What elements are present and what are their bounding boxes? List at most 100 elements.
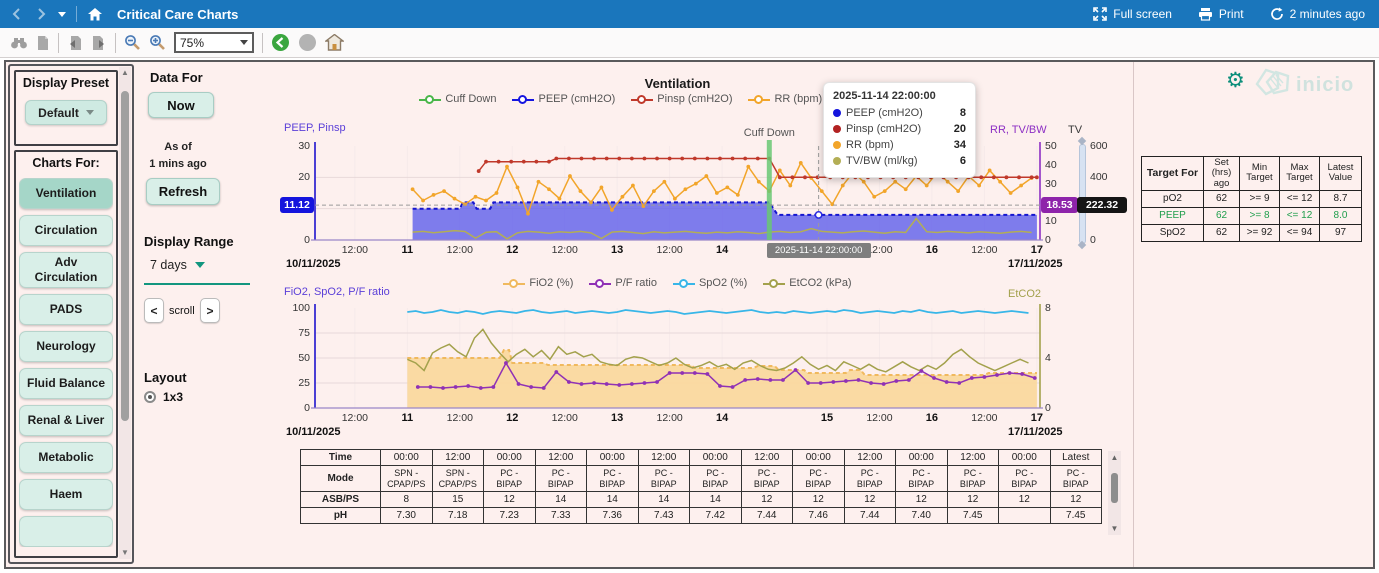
- zoom-out-button[interactable]: [124, 34, 141, 51]
- now-button[interactable]: Now: [148, 92, 214, 118]
- back-button[interactable]: [10, 7, 24, 21]
- refresh-button[interactable]: Refresh: [146, 178, 220, 205]
- bottom-table-cell: [998, 507, 1051, 524]
- bottom-table-cell: 00:00: [895, 449, 948, 466]
- sidebar-item-partial[interactable]: [19, 516, 113, 547]
- sidebar-item-haem[interactable]: Haem: [19, 479, 113, 510]
- sidebar-item-metabolic[interactable]: Metabolic: [19, 442, 113, 473]
- nav-back-button[interactable]: [271, 33, 290, 52]
- axis-tick: 17: [1030, 244, 1043, 256]
- target-table-header: Latest Value: [1319, 156, 1362, 191]
- forward-button[interactable]: [34, 7, 48, 21]
- scroll-prev-button[interactable]: <: [144, 298, 164, 323]
- range-select[interactable]: 7 days: [150, 258, 205, 272]
- bottom-table-cell: 00:00: [689, 449, 742, 466]
- scroll-up-icon[interactable]: ▲: [1110, 453, 1119, 462]
- svg-text:inicio: inicio: [1296, 74, 1354, 96]
- bottom-table-scrollbar[interactable]: ▲ ▼: [1108, 451, 1121, 535]
- tv-slider[interactable]: [1079, 144, 1086, 244]
- axis-tick: 8: [1045, 302, 1051, 314]
- next-page-button[interactable]: [91, 35, 107, 51]
- layout-radio-1x3[interactable]: [144, 391, 156, 403]
- bottom-table-cell: 12: [946, 491, 999, 508]
- left-axis-cursor-badge: 11.12: [280, 197, 314, 214]
- sidebar-item-renal-liver[interactable]: Renal & Liver: [19, 405, 113, 436]
- bottom-table-cell: SPN - CPAP/PS: [380, 465, 433, 492]
- home-nav-button[interactable]: [325, 34, 344, 51]
- tooltip-series-dot: [833, 157, 841, 165]
- page-icon: [38, 35, 48, 50]
- sidebar-item-ventilation[interactable]: Ventilation: [19, 178, 113, 209]
- legend-item[interactable]: Cuff Down: [419, 93, 496, 105]
- legend-circle: [518, 94, 528, 104]
- tooltip-row: Pinsp (cmH2O) 20: [833, 123, 966, 135]
- zoom-in-button[interactable]: [149, 34, 166, 51]
- home-button[interactable]: [87, 7, 103, 22]
- target-table-cell: >= 92: [1239, 223, 1280, 242]
- scrollbar-thumb[interactable]: [121, 91, 129, 421]
- target-table-cell: <= 12: [1279, 206, 1320, 225]
- fullscreen-icon: [1093, 7, 1108, 21]
- scrollbar-thumb[interactable]: [1111, 473, 1118, 503]
- fullscreen-button[interactable]: Full screen: [1093, 7, 1172, 21]
- preset-select[interactable]: Default: [25, 100, 107, 125]
- bottom-table-cell: 12:00: [740, 449, 793, 466]
- legend-label: Pinsp (cmH2O): [657, 93, 733, 105]
- axis-tick: 25: [298, 377, 310, 389]
- legend-item[interactable]: EtCO2 (kPa): [763, 277, 852, 289]
- find-button[interactable]: [10, 35, 28, 51]
- right-axis-label: RR, TV/BW: [990, 124, 1047, 136]
- sidebar-item-fluid-balance[interactable]: Fluid Balance: [19, 368, 113, 399]
- display-range-title: Display Range: [144, 234, 234, 249]
- axis-tick: 13: [611, 412, 624, 424]
- stop-button[interactable]: [298, 33, 317, 52]
- legend-item[interactable]: PEEP (cmH2O): [512, 93, 615, 105]
- bottom-table-cell: 7.45: [1049, 507, 1102, 524]
- tooltip-series-label: RR (bpm): [846, 139, 894, 151]
- gear-icon[interactable]: ⚙: [1226, 69, 1245, 92]
- bottom-table-cell: 00:00: [586, 449, 639, 466]
- legend-item[interactable]: Pinsp (cmH2O): [631, 93, 732, 105]
- bottom-table-cell: 12: [1049, 491, 1102, 508]
- sidebar-item-pads[interactable]: PADS: [19, 294, 113, 325]
- bottom-table-cell: 14: [689, 491, 742, 508]
- scroll-down-icon[interactable]: ▼: [1110, 524, 1119, 533]
- oxygenation-chart: 100 75 50 25 0 8 4 0 12:00 11 12:00 12 12:00 13 12:00 1…: [280, 286, 1142, 442]
- sidebar-scrollbar[interactable]: ▲ ▼: [119, 67, 131, 559]
- scroll-up-icon[interactable]: ▲: [121, 68, 129, 77]
- scroll-down-icon[interactable]: ▼: [121, 548, 129, 557]
- scroll-next-button[interactable]: >: [200, 298, 220, 323]
- tooltip-row: RR (bpm) 34: [833, 139, 966, 151]
- history-dropdown[interactable]: [58, 11, 66, 17]
- print-button[interactable]: Print: [1198, 7, 1244, 21]
- bottom-table-cell: 12:00: [843, 449, 896, 466]
- sidebar-item-adv-circulation[interactable]: Adv Circulation: [19, 252, 113, 288]
- axis-tick: 12: [506, 244, 519, 256]
- legend-item[interactable]: SpO2 (%): [672, 277, 747, 289]
- app-titlebar: Critical Care Charts Full screen Print 2…: [0, 0, 1379, 28]
- axis-tick: 12:00: [446, 412, 473, 424]
- legend-marker-icon: [631, 94, 654, 104]
- zoom-select[interactable]: 75%: [174, 32, 254, 53]
- charts-for-title: Charts For:: [32, 156, 100, 170]
- axis-tick: 20: [298, 171, 310, 184]
- bottom-table-cell: 7.18: [431, 507, 484, 524]
- bottom-table-cell: 14: [637, 491, 690, 508]
- chevron-down-icon: [58, 11, 66, 17]
- refresh-status[interactable]: 2 minutes ago: [1270, 7, 1365, 21]
- chevron-down-icon: [85, 110, 94, 115]
- target-table-cell: >= 8: [1239, 206, 1280, 225]
- data-for-title: Data For: [150, 70, 203, 85]
- sidebar-item-neurology[interactable]: Neurology: [19, 331, 113, 362]
- legend-circle: [754, 94, 764, 104]
- legend-item[interactable]: FiO2 (%): [503, 277, 573, 289]
- range-underline: [144, 283, 250, 285]
- thumbnails-button[interactable]: [36, 35, 50, 51]
- legend-circle: [425, 94, 435, 104]
- prev-page-button[interactable]: [67, 35, 83, 51]
- legend-item[interactable]: RR (bpm): [748, 93, 822, 105]
- bottom-table-cell: 12: [843, 491, 896, 508]
- legend-item[interactable]: P/F ratio: [589, 277, 657, 289]
- sidebar-item-circulation[interactable]: Circulation: [19, 215, 113, 246]
- axis-tick: 12:00: [866, 244, 893, 256]
